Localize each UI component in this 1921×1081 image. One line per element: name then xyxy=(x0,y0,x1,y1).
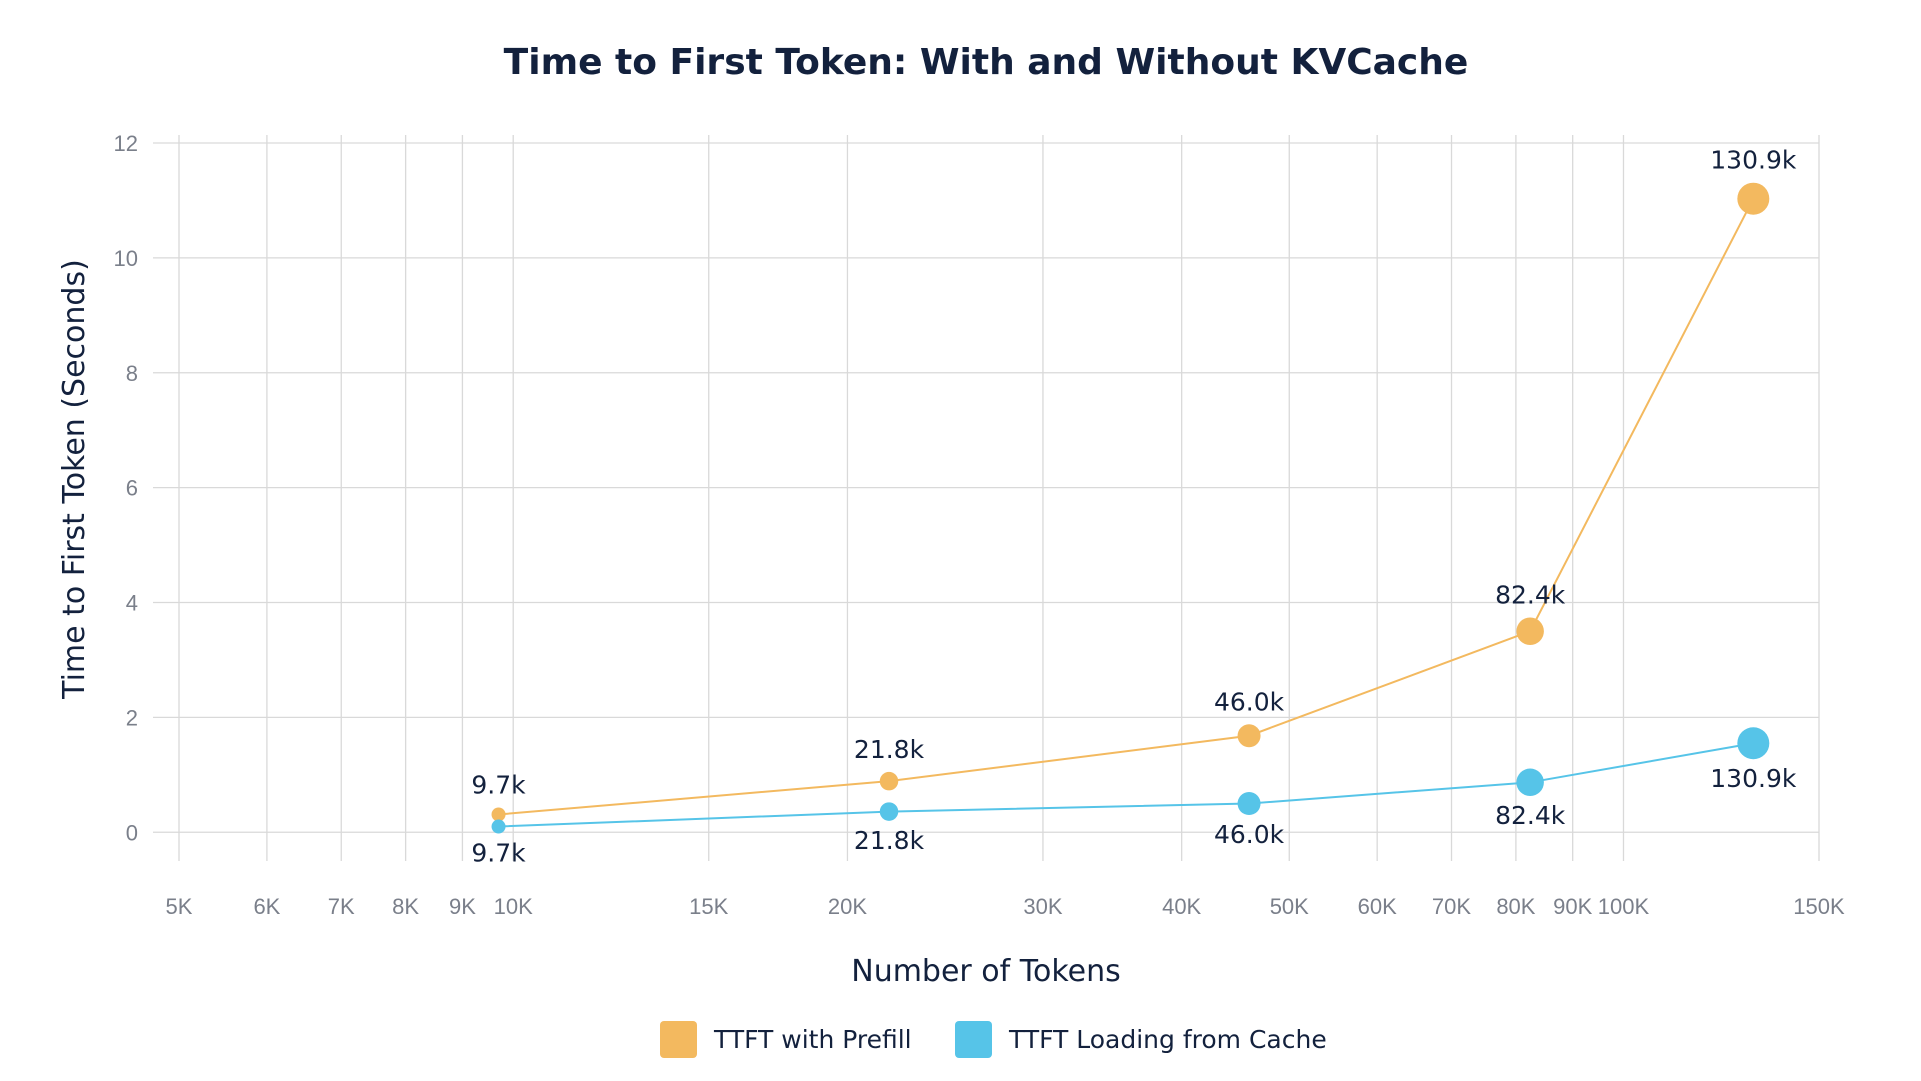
point-ttft-loading-from-cache-4 xyxy=(1737,727,1770,760)
y-tick-label-10: 10 xyxy=(114,246,138,271)
point-ttft-loading-from-cache-1 xyxy=(879,802,899,821)
point-ttft-with-prefill-3 xyxy=(1516,617,1544,645)
x-tick-label-6k: 6K xyxy=(253,894,280,919)
data-label-ttft-with-prefill-4: 130.9k xyxy=(1710,146,1797,175)
x-tick-label-15k: 15K xyxy=(689,894,728,919)
point-ttft-with-prefill-0 xyxy=(491,807,506,822)
point-ttft-loading-from-cache-0 xyxy=(491,819,506,834)
x-tick-label-40k: 40K xyxy=(1162,894,1201,919)
series-line-ttft-with-prefill xyxy=(498,198,1755,816)
x-tick-label-5k: 5K xyxy=(166,894,193,919)
x-tick-label-50k: 50K xyxy=(1270,894,1309,919)
data-label-ttft-loading-from-cache-2: 46.0k xyxy=(1214,820,1285,849)
y-tick-label-8: 8 xyxy=(126,361,138,386)
data-label-ttft-loading-from-cache-1: 21.8k xyxy=(854,826,925,855)
y-tick-label-2: 2 xyxy=(126,705,138,730)
x-tick-label-30k: 30K xyxy=(1023,894,1062,919)
point-ttft-with-prefill-2 xyxy=(1237,724,1261,748)
x-tick-label-150k: 150K xyxy=(1793,894,1845,919)
point-ttft-with-prefill-1 xyxy=(879,771,899,791)
y-tick-label-6: 6 xyxy=(126,476,138,501)
x-tick-label-8k: 8K xyxy=(392,894,419,919)
y-tick-label-0: 0 xyxy=(126,820,138,845)
point-ttft-loading-from-cache-3 xyxy=(1516,768,1544,797)
data-labels: 9.7k 21.8k 46.0k 82.4k 130.9k 9.7k 21.8k 46.0k 8… xyxy=(471,146,1796,868)
x-tick-label-7k: 7K xyxy=(328,894,355,919)
y-axis-label: Time to First Token (Seconds) xyxy=(57,259,92,700)
data-label-ttft-with-prefill-1: 21.8k xyxy=(854,735,925,764)
x-axis-ticks: 5K 6K 7K 8K 9K 10K 15K 20K 30K 40K 50K 60K 70K 80K 90K… xyxy=(166,894,1845,919)
grid xyxy=(153,135,1820,861)
x-tick-label-9k: 9K xyxy=(449,894,476,919)
legend-swatch-ttft-loading-from-cache xyxy=(955,1021,992,1058)
x-tick-label-60k: 60K xyxy=(1358,894,1397,919)
legend-swatch-ttft-with-prefill xyxy=(660,1021,697,1058)
x-tick-label-70k: 70K xyxy=(1432,894,1471,919)
point-ttft-with-prefill-4 xyxy=(1737,182,1770,215)
data-label-ttft-with-prefill-3: 82.4k xyxy=(1495,580,1566,609)
data-label-ttft-loading-from-cache-0: 9.7k xyxy=(471,839,526,868)
series-layer xyxy=(491,182,1770,834)
point-ttft-loading-from-cache-2 xyxy=(1237,792,1261,816)
x-axis-label: Number of Tokens xyxy=(851,954,1121,989)
legend: TTFT with Prefill TTFT Loading from Cache xyxy=(660,1021,1327,1058)
x-tick-label-10k: 10K xyxy=(494,894,533,919)
x-tick-label-20k: 20K xyxy=(828,894,867,919)
data-label-ttft-loading-from-cache-4: 130.9k xyxy=(1710,764,1797,793)
x-tick-label-90k: 90K xyxy=(1553,894,1592,919)
legend-label-ttft-loading-from-cache: TTFT Loading from Cache xyxy=(1008,1025,1327,1054)
data-label-ttft-with-prefill-0: 9.7k xyxy=(471,770,526,799)
y-tick-label-4: 4 xyxy=(126,591,138,616)
x-tick-label-100k: 100K xyxy=(1598,894,1650,919)
data-label-ttft-loading-from-cache-3: 82.4k xyxy=(1495,801,1566,830)
legend-label-ttft-with-prefill: TTFT with Prefill xyxy=(713,1025,912,1054)
y-tick-label-12: 12 xyxy=(114,131,138,156)
x-tick-label-80k: 80K xyxy=(1496,894,1535,919)
y-axis-ticks: 0 2 4 6 8 10 12 xyxy=(114,131,138,845)
data-label-ttft-with-prefill-2: 46.0k xyxy=(1214,687,1285,716)
chart-title: Time to First Token: With and Without KV… xyxy=(504,42,1469,83)
